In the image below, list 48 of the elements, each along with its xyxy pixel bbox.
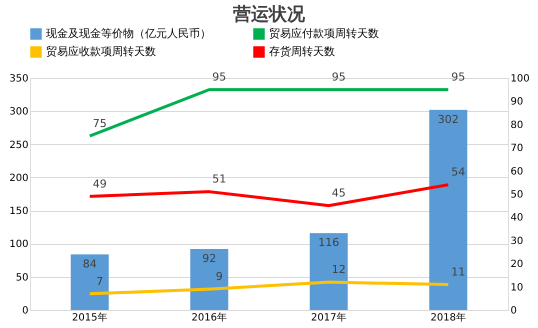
bar — [310, 233, 348, 310]
legend-label: 现金及现金等价物（亿元人民币） — [46, 27, 211, 40]
y-tick-label: 250 — [9, 140, 28, 151]
y2-tick-label: 60 — [510, 166, 524, 178]
y2-tick-label: 90 — [510, 96, 524, 108]
legend-label: 贸易应收款项周转天数 — [46, 45, 156, 58]
y2-tick-label: 50 — [510, 190, 524, 200]
data-label: 51 — [212, 172, 226, 186]
bar — [70, 254, 109, 310]
data-label: 54 — [451, 166, 466, 179]
y-tick-label: 350 — [9, 74, 28, 84]
y2-tick-label: 100 — [510, 74, 530, 84]
y-tick-label: 200 — [9, 172, 28, 184]
data-label: 116 — [318, 236, 340, 250]
data-label: 302 — [438, 112, 459, 126]
data-label: 92 — [202, 252, 216, 266]
data-label: 95 — [451, 70, 466, 84]
y-tick-label: 150 — [9, 206, 28, 218]
data-label: 7 — [96, 274, 104, 288]
y2-tick-label: 70 — [510, 143, 524, 154]
y2-tick-label: 40 — [510, 212, 524, 224]
legend-label: 贸易应付款项周转天数 — [269, 27, 379, 40]
y2-tick-label: 30 — [510, 236, 524, 247]
y2-tick-label: 20 — [510, 259, 524, 270]
data-label: 95 — [212, 70, 226, 84]
bar — [190, 249, 228, 310]
y-tick-label: 0 — [22, 306, 28, 316]
x-tick-label: 2015年 — [72, 312, 108, 324]
data-label: 45 — [332, 186, 346, 200]
y-tick-label: 100 — [9, 239, 28, 250]
data-label: 11 — [451, 265, 466, 278]
chart-title: 营运状况 — [232, 4, 306, 25]
bar — [429, 110, 468, 310]
y2-tick-label: 10 — [510, 282, 524, 294]
data-label: 9 — [216, 270, 223, 284]
y2-tick-label: 80 — [510, 120, 524, 131]
data-label: 84 — [82, 257, 97, 270]
y2-tick-label: 0 — [510, 306, 517, 316]
legend-label: 存货周转天数 — [269, 45, 335, 58]
x-tick-label: 2017年 — [311, 312, 346, 324]
data-label: 95 — [332, 70, 346, 84]
data-label: 49 — [92, 177, 107, 190]
y-tick-label: 50 — [16, 272, 28, 284]
data-label: 12 — [332, 263, 346, 276]
x-tick-label: 2016年 — [192, 312, 227, 324]
x-tick-label: 2018年 — [430, 312, 466, 324]
data-label: 75 — [92, 117, 107, 130]
y-tick-label: 300 — [9, 106, 28, 118]
